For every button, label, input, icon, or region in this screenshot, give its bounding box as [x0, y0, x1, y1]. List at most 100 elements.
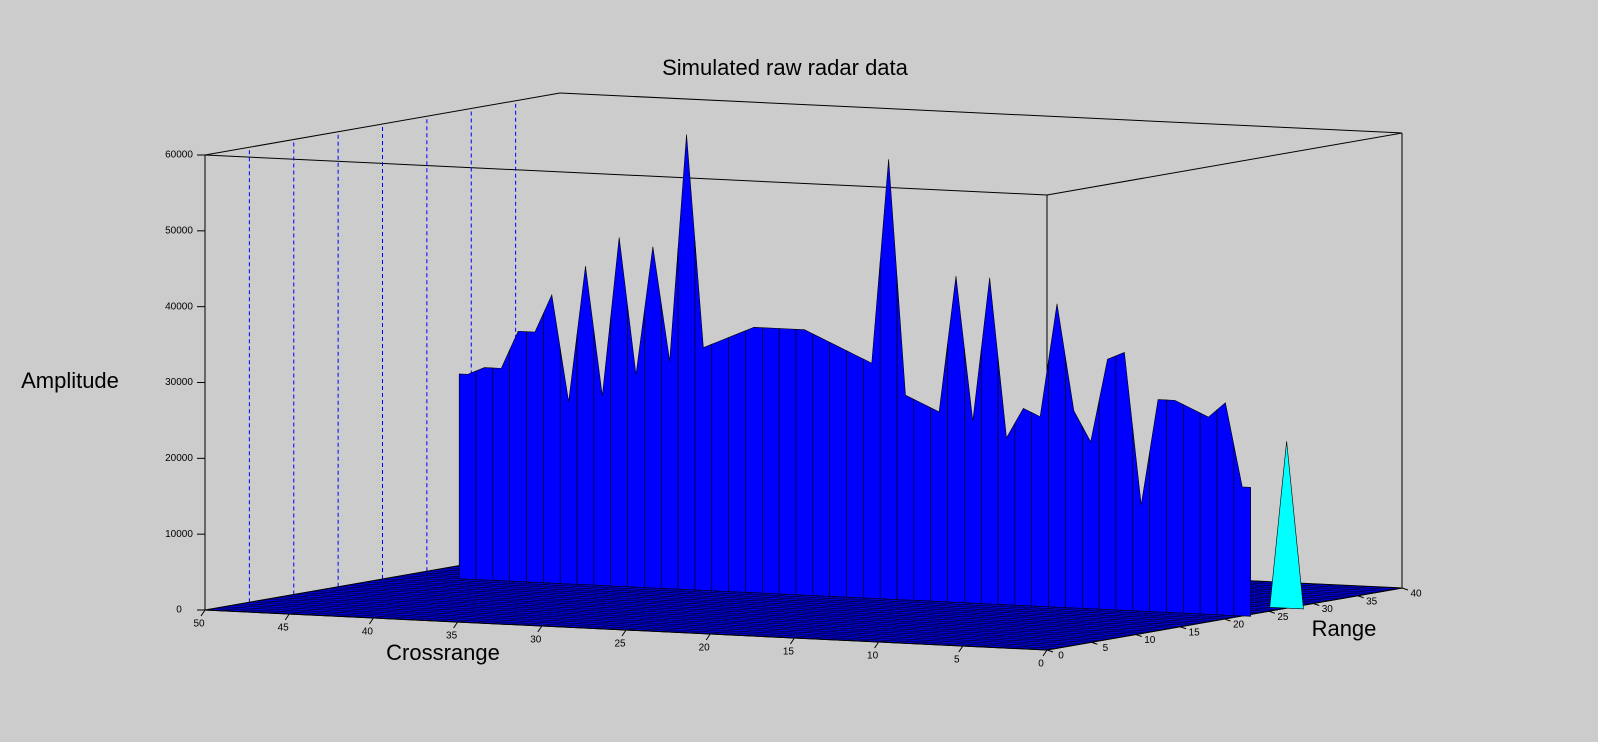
x-tick — [537, 625, 543, 633]
floor-mesh — [222, 606, 1065, 648]
surface-cell — [980, 277, 999, 605]
floor-mesh — [355, 583, 1198, 624]
surface-cell — [559, 334, 578, 585]
x-tick-label: 30 — [530, 635, 542, 646]
y-tick — [1179, 626, 1187, 630]
x-tick — [958, 645, 964, 653]
y-tick-label: 10 — [1144, 635, 1156, 646]
surface-peak — [1269, 441, 1304, 610]
surface-cell — [1149, 399, 1167, 613]
floor-mesh — [311, 591, 1154, 632]
surface-cell — [896, 277, 915, 601]
x-tick-label: 10 — [867, 651, 879, 662]
box-edge — [204, 154, 1048, 196]
z-tick-label: 0 — [176, 605, 182, 616]
surface-cell — [728, 330, 746, 593]
surface-cell — [644, 246, 662, 589]
box-edge — [204, 92, 561, 156]
surface-cell — [1048, 303, 1066, 608]
y-tick-label: 40 — [1410, 589, 1422, 600]
x-tick-label: 25 — [614, 639, 626, 650]
y-tick — [1313, 603, 1320, 606]
y-tick-label: 0 — [1058, 651, 1064, 662]
surface-cell — [1183, 404, 1201, 615]
y-tick — [1357, 595, 1364, 599]
z-tick-label: 10000 — [165, 529, 193, 540]
x-tick-label: 5 — [954, 655, 960, 666]
floor-mesh — [364, 581, 1207, 623]
y-tick-label: 15 — [1189, 627, 1201, 638]
surface-cell — [1065, 357, 1083, 609]
z-tick-label: 60000 — [165, 150, 193, 161]
floor-mesh — [329, 588, 1172, 629]
floor-mesh — [338, 586, 1181, 627]
floor-mesh — [382, 578, 1225, 620]
floor-mesh — [258, 600, 1101, 641]
surface-cell — [1199, 409, 1218, 616]
surface-cell — [913, 398, 932, 602]
y-tick — [1401, 587, 1409, 591]
floor-mesh — [284, 595, 1127, 637]
box-edge — [559, 92, 1403, 134]
surface-cell — [576, 266, 595, 586]
box-edge — [1046, 132, 1403, 196]
surface-cell — [778, 328, 797, 596]
surface-cell — [660, 247, 679, 590]
x-tick — [368, 617, 374, 625]
surface-cell — [1166, 399, 1184, 614]
surface-cell — [593, 316, 612, 587]
x-tick-label: 20 — [699, 643, 711, 654]
surface-cell — [526, 313, 544, 584]
surface-cell — [1132, 428, 1150, 612]
surface-cell — [458, 370, 477, 580]
x-tick — [789, 637, 795, 645]
surface-cell — [1031, 360, 1049, 608]
surface-cell — [492, 349, 511, 582]
surface-cell — [677, 134, 696, 591]
floor-mesh — [249, 602, 1092, 643]
x-tick — [705, 633, 711, 641]
chart-title: Simulated raw radar data — [662, 55, 909, 80]
floor-mesh — [213, 608, 1056, 649]
x-axis-label: Crossrange — [386, 640, 500, 665]
surface-cell — [1081, 400, 1100, 610]
y-tick — [1091, 641, 1098, 645]
surface-cell — [1115, 352, 1134, 612]
surface-cell — [947, 276, 965, 604]
floor-mesh — [275, 597, 1119, 638]
surface-cell — [1216, 402, 1235, 616]
y-tick — [1135, 634, 1142, 637]
z-axis-label: Amplitude — [21, 368, 119, 393]
floor-mesh — [231, 605, 1074, 646]
y-axis-label: Range — [1312, 616, 1377, 641]
x-tick — [200, 609, 206, 617]
surface-cell — [795, 328, 814, 596]
x-tick-label: 45 — [278, 623, 290, 634]
floor-mesh — [293, 594, 1136, 635]
surface-cell — [863, 261, 881, 600]
y-tick-label: 35 — [1366, 596, 1378, 607]
x-tick — [874, 641, 880, 649]
surface-cell — [762, 327, 780, 595]
x-tick — [1042, 649, 1048, 657]
surface-cell — [812, 333, 830, 597]
surface-cell — [745, 326, 763, 594]
surface-cell — [1014, 407, 1033, 607]
surface-cell — [509, 330, 527, 583]
floor-mesh — [373, 580, 1216, 621]
x-tick-label: 0 — [1038, 659, 1044, 670]
y-tick-label: 30 — [1322, 604, 1334, 615]
surface-cell — [627, 306, 645, 588]
plot: 0 10000 20000 30000 40000 50000 60000 0 5 10 15 20 2… — [165, 92, 1422, 670]
surface-cell — [1098, 355, 1117, 611]
x-tick-label: 15 — [783, 647, 795, 658]
y-tick-label: 25 — [1277, 612, 1289, 623]
floor-mesh — [267, 598, 1110, 640]
surface-cell — [543, 293, 561, 584]
x-tick-label: 40 — [362, 627, 374, 638]
surface-cell — [997, 357, 1016, 606]
x-tick — [453, 621, 459, 629]
x-tick — [621, 629, 627, 637]
z-tick-label: 40000 — [165, 301, 193, 312]
